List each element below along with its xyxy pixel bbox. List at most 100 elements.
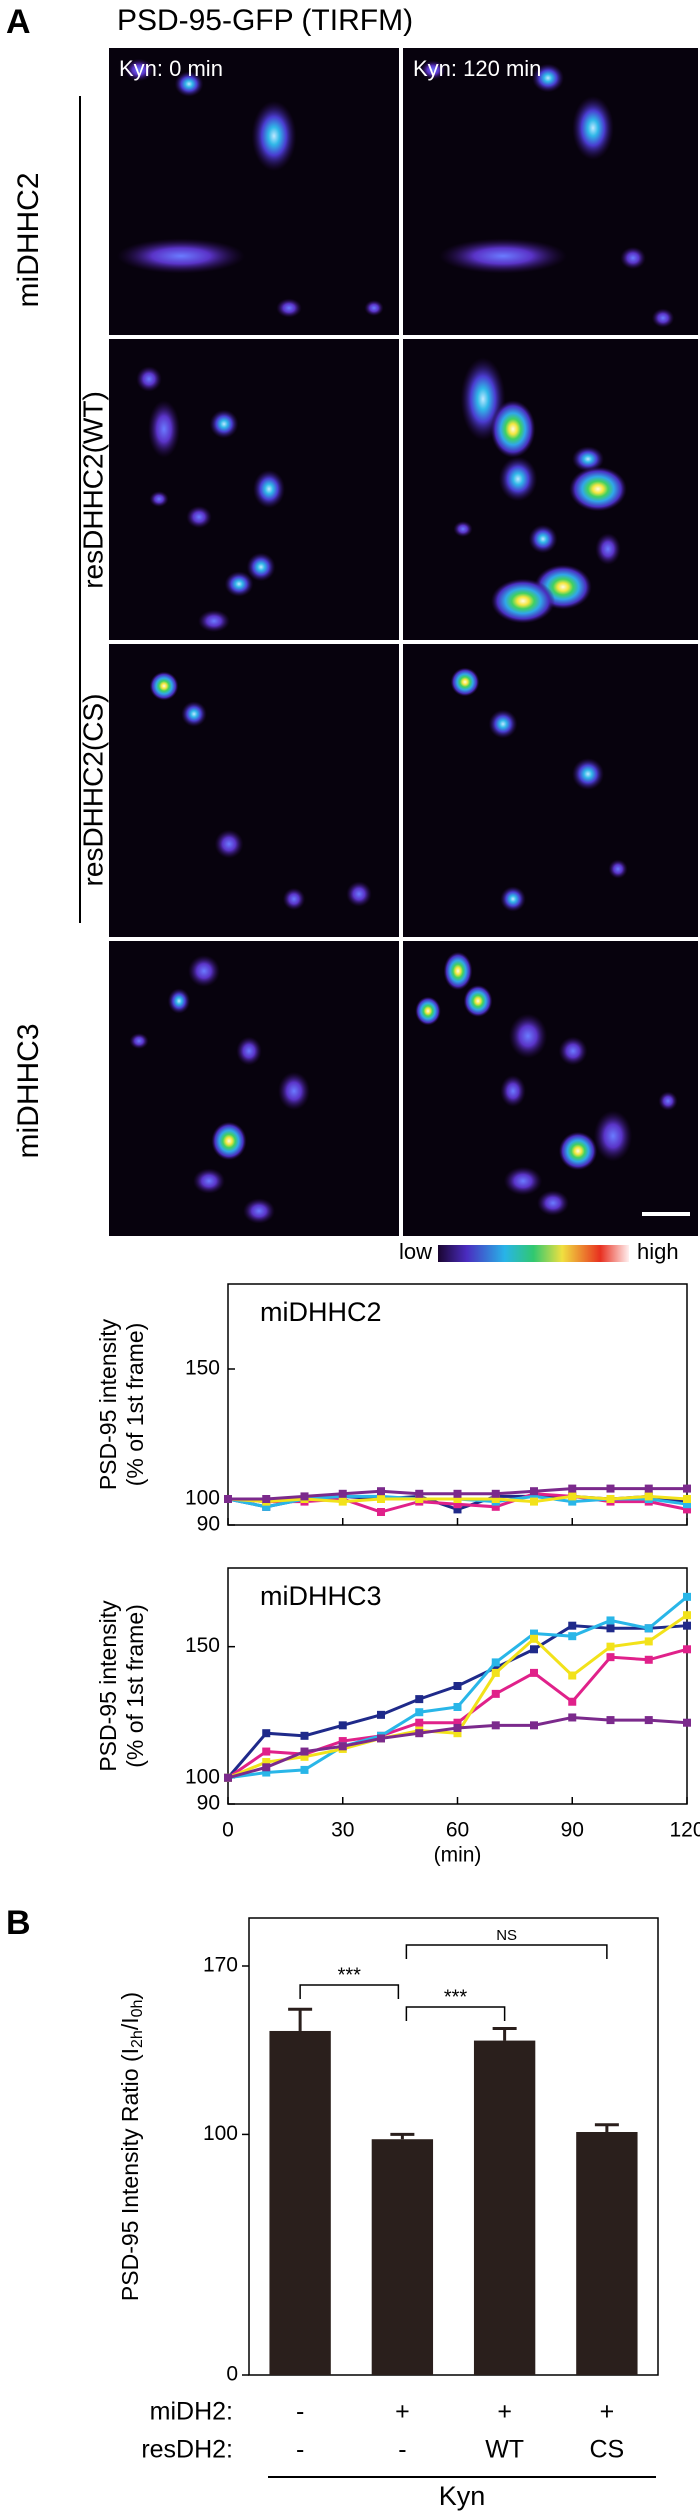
series-marker	[530, 1721, 538, 1730]
series-marker	[683, 1500, 691, 1509]
series-marker	[415, 1495, 424, 1503]
series-marker	[415, 1695, 424, 1704]
series-marker	[568, 1484, 577, 1493]
signal-spot	[282, 887, 306, 911]
series-marker	[338, 1489, 347, 1498]
series-marker	[644, 1492, 653, 1501]
row-label: resDH2:	[141, 2436, 233, 2464]
series-marker	[606, 1653, 615, 1662]
x-tick-label: 60	[446, 1819, 469, 1842]
chart-title: miDHHC3	[260, 1581, 382, 1611]
condition-label: +	[395, 2398, 410, 2426]
series-marker	[377, 1710, 385, 1719]
signal-spot	[620, 246, 646, 270]
series-marker	[491, 1689, 500, 1698]
series-marker	[262, 1763, 271, 1772]
series-marker	[568, 1671, 577, 1680]
colorbar	[438, 1245, 629, 1262]
series-marker	[224, 1773, 232, 1782]
condition-label: +	[600, 2398, 615, 2426]
series-marker	[491, 1663, 500, 1672]
series-marker	[262, 1495, 271, 1503]
signal-spot	[198, 609, 230, 633]
signal-spot	[558, 1131, 598, 1171]
signal-spot	[593, 1110, 633, 1162]
x-tick-label: 90	[561, 1819, 584, 1842]
series-marker	[568, 1492, 577, 1501]
series-marker	[262, 1502, 271, 1511]
signal-spot	[193, 1168, 225, 1194]
series-marker	[644, 1655, 653, 1664]
y-axis-label-part: /I	[117, 2017, 143, 2030]
bar	[576, 2132, 638, 2375]
series-marker	[338, 1742, 347, 1751]
series-marker	[491, 1489, 500, 1498]
significance-bracket	[299, 1984, 400, 1999]
bar	[371, 2139, 434, 2375]
signal-spot	[572, 446, 604, 472]
series-marker	[453, 1702, 462, 1711]
series-marker	[491, 1668, 500, 1677]
condition-label: -	[398, 2436, 406, 2464]
signal-spot	[488, 709, 518, 739]
series-marker	[530, 1497, 538, 1506]
series-marker	[338, 1497, 347, 1506]
row-label: miDH2:	[150, 2398, 233, 2426]
series-marker	[300, 1731, 309, 1740]
series-marker	[568, 1697, 577, 1706]
series-marker	[415, 1489, 424, 1498]
series-marker	[338, 1737, 347, 1746]
signal-spot	[214, 829, 244, 859]
signal-spot	[253, 469, 285, 509]
series-marker	[644, 1624, 653, 1633]
signal-spot	[608, 859, 628, 879]
signal-spot	[450, 667, 480, 697]
condition-label: -	[296, 2436, 304, 2464]
series-marker	[530, 1668, 538, 1677]
y-axis-label-part: PSD-95 Intensity Ratio (I	[117, 2048, 143, 2301]
signal-spot	[278, 1071, 310, 1111]
series-marker	[338, 1721, 347, 1730]
series-marker	[415, 1708, 424, 1717]
series-marker	[606, 1616, 615, 1625]
signal-spot	[491, 578, 555, 624]
signal-spot	[537, 1190, 569, 1216]
condition-label: -	[296, 2398, 304, 2426]
series-marker	[262, 1747, 271, 1756]
series-marker	[491, 1721, 500, 1730]
y-axis-label: PSD-95 Intensity Ratio (I2h/I0h)	[117, 1992, 146, 2301]
colorbar-label: high	[637, 1239, 679, 1264]
series-marker	[491, 1495, 500, 1503]
series-marker	[683, 1484, 691, 1493]
panel-label: B	[6, 1904, 31, 1942]
series-marker	[262, 1729, 271, 1738]
series-marker	[568, 1497, 577, 1506]
series-marker	[606, 1642, 615, 1651]
series-marker	[606, 1495, 615, 1503]
signal-spot	[500, 1075, 526, 1107]
series-marker	[683, 1621, 691, 1630]
signal-spot	[364, 300, 384, 316]
series-marker	[377, 1487, 385, 1496]
x-tick-label: 30	[331, 1819, 354, 1842]
signal-spot	[346, 881, 372, 907]
y-tick-label: 150	[185, 1357, 220, 1380]
signal-spot	[276, 298, 302, 318]
y-axis-label-part: 0h	[129, 2000, 146, 2018]
y-tick-label: 150	[185, 1634, 220, 1657]
series-marker	[568, 1713, 577, 1722]
y-axis-label: (% of 1st frame)	[122, 1323, 148, 1487]
series-marker	[453, 1723, 462, 1732]
micrograph	[403, 941, 698, 1236]
x-tick-label: 0	[222, 1819, 234, 1842]
series-marker	[453, 1718, 462, 1727]
column-label: Kyn: 0 min	[119, 56, 223, 81]
panel-title: PSD-95-GFP (TIRFM)	[117, 4, 413, 37]
panel-label: A	[6, 3, 31, 41]
series-marker	[683, 1611, 691, 1620]
series-marker	[530, 1487, 538, 1496]
y-tick-label: 100	[185, 1487, 220, 1510]
signal-spot	[224, 571, 254, 597]
series-marker	[491, 1658, 500, 1667]
y-axis-label-part: 2h	[129, 2030, 146, 2048]
